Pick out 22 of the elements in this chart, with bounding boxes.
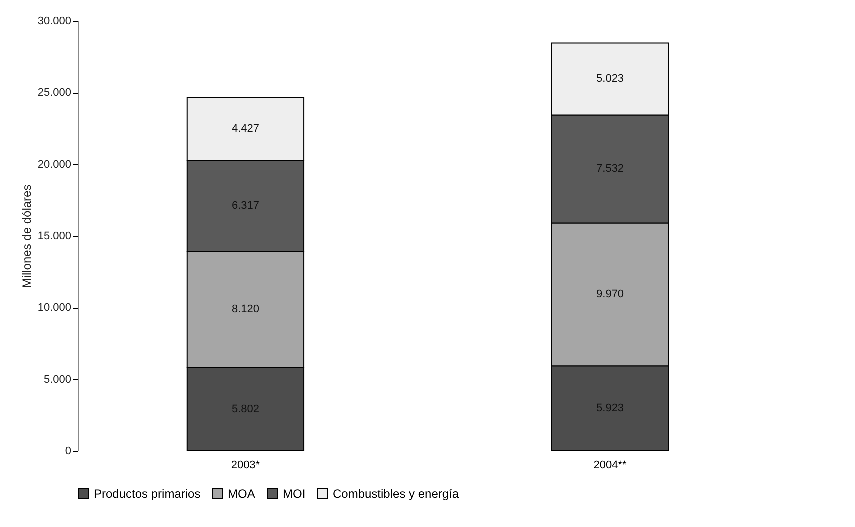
y-tick-label: 30.000 [38,16,72,28]
legend-label: Combustibles y energía [333,487,460,501]
legend-label: MOA [228,487,256,501]
data-label: 5.802 [232,403,260,416]
data-label: 5.023 [596,73,624,86]
data-label: 5.923 [596,402,624,415]
data-label: 6.317 [232,200,260,212]
data-label: 4.427 [232,123,260,136]
y-axis-title: Millones de dólares [20,184,34,288]
y-tick-label: 20.000 [38,158,72,171]
x-tick-label: 2003* [231,460,261,472]
data-label: 7.532 [596,163,624,176]
y-tick-label: 0 [65,446,72,458]
y-tick-label: 10.000 [38,302,72,314]
y-tick-label: 5.000 [44,374,72,386]
data-label: 8.120 [232,304,260,316]
legend-label: Productos primarios [94,487,201,501]
legend-label: MOI [283,487,306,501]
y-tick-label: 15.000 [38,230,72,242]
data-label: 9.970 [596,288,624,301]
y-tick-label: 25.000 [38,87,72,100]
x-tick-label: 2004** [594,460,628,472]
